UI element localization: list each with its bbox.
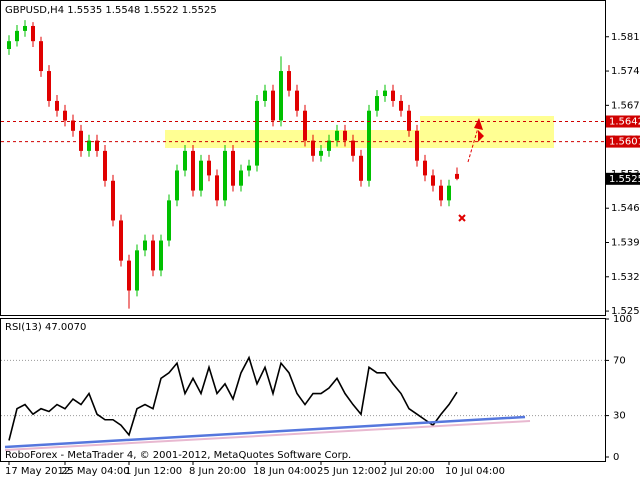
level-box xyxy=(606,115,640,128)
candle-body xyxy=(359,155,363,181)
candle-body xyxy=(327,140,331,151)
candle-body xyxy=(279,71,283,121)
candle-body xyxy=(247,165,251,171)
candle-body xyxy=(175,170,179,201)
candle-body xyxy=(295,90,299,111)
candle-body xyxy=(255,100,259,166)
candle-body xyxy=(271,90,275,121)
x-tick-label: 8 Jun 20:00 xyxy=(189,466,246,477)
candle-body xyxy=(63,110,67,121)
candle-body xyxy=(191,150,195,191)
candle-body xyxy=(15,30,19,42)
candle-body xyxy=(407,110,411,131)
y-tick-label: 1.5395 xyxy=(611,238,640,249)
candle-body xyxy=(367,110,371,181)
candle-body xyxy=(287,71,291,91)
level-label: 1.5642 xyxy=(609,117,640,128)
forecast-arrow xyxy=(467,127,479,163)
candle-body xyxy=(135,250,139,291)
candle-body xyxy=(39,41,43,72)
candle-body xyxy=(159,240,163,271)
resistance-zone xyxy=(420,116,554,130)
y-tick-label: 1.5675 xyxy=(611,100,640,111)
candle-body xyxy=(127,260,131,291)
candle-body xyxy=(455,173,459,179)
chart-title: GBPUSD,H4 1.5535 1.5548 1.5522 1.5525 xyxy=(5,5,217,16)
rsi-tick-label: 0 xyxy=(613,452,619,463)
candle-body xyxy=(71,120,75,131)
main-pane xyxy=(0,0,606,316)
x-tick-label: 25 Jun 12:00 xyxy=(317,466,381,477)
y-tick-label: 1.5745 xyxy=(611,66,640,77)
candle-body xyxy=(207,160,211,176)
candle-body xyxy=(111,180,115,221)
x-tick-label: 1 Jun 12:00 xyxy=(125,466,182,477)
candle-body xyxy=(431,175,435,186)
candle-body xyxy=(303,110,307,141)
candle-body xyxy=(47,71,51,101)
candle-body xyxy=(95,140,99,151)
candle-body xyxy=(311,140,315,156)
candle-body xyxy=(55,100,59,111)
candle-body xyxy=(263,90,267,101)
trend-line xyxy=(4,420,531,451)
y-tick-label: 1.5255 xyxy=(611,306,640,317)
x-tick-label: 2 Jul 20:00 xyxy=(381,466,435,477)
candle-body xyxy=(87,140,91,151)
rsi-title: RSI(13) 47.0070 xyxy=(5,322,86,333)
candle-body xyxy=(351,140,355,156)
candle-body xyxy=(143,240,147,251)
candle-body xyxy=(151,240,155,271)
footer: RoboForex - MetaTrader 4, © 2001-2012, M… xyxy=(5,450,351,461)
y-tick-label: 1.5465 xyxy=(611,203,640,214)
last-price-box xyxy=(606,172,640,185)
level-box xyxy=(606,135,640,148)
x-tick-label: 17 May 2012 xyxy=(5,466,70,477)
candle-body xyxy=(447,185,451,201)
candle-body xyxy=(7,41,11,50)
candle-body xyxy=(167,200,171,241)
last-price-label: 1.5525 xyxy=(609,174,640,185)
candle-body xyxy=(239,170,243,186)
candle-body xyxy=(31,25,35,42)
arrow-head xyxy=(478,130,484,142)
candle-body xyxy=(383,90,387,97)
rsi-tick-label: 30 xyxy=(613,411,626,422)
candle-body xyxy=(319,150,323,156)
candle-body xyxy=(391,90,395,101)
candle-body xyxy=(119,220,123,261)
stop-mark xyxy=(458,214,466,222)
candle-body xyxy=(231,150,235,186)
candle-body xyxy=(215,175,219,201)
candle-body xyxy=(439,185,443,201)
y-tick-label: 1.5325 xyxy=(611,272,640,283)
rsi-tick-label: 70 xyxy=(613,355,626,366)
candle-body xyxy=(23,25,27,31)
candle-body xyxy=(79,130,83,151)
x-tick-label: 25 May 04:00 xyxy=(61,466,130,477)
candle-body xyxy=(343,130,347,141)
y-tick-label: 1.5815 xyxy=(611,32,640,43)
candle-body xyxy=(399,100,403,111)
candle-body xyxy=(223,150,227,201)
candle-body xyxy=(335,130,339,141)
trend-line xyxy=(4,415,526,449)
arrow-head xyxy=(474,118,483,130)
candle-body xyxy=(375,96,379,111)
x-tick-label: 10 Jul 04:00 xyxy=(445,466,505,477)
rsi-tick-label: 100 xyxy=(613,314,632,325)
candle-body xyxy=(199,160,203,191)
candle-body xyxy=(183,150,187,171)
candle-body xyxy=(415,130,419,161)
x-tick-label: 18 Jun 04:00 xyxy=(253,466,317,477)
rsi-pane xyxy=(0,318,606,462)
candle-body xyxy=(103,150,107,181)
resistance-zone xyxy=(165,130,554,148)
candle-body xyxy=(423,160,427,176)
rsi-line xyxy=(8,355,458,441)
